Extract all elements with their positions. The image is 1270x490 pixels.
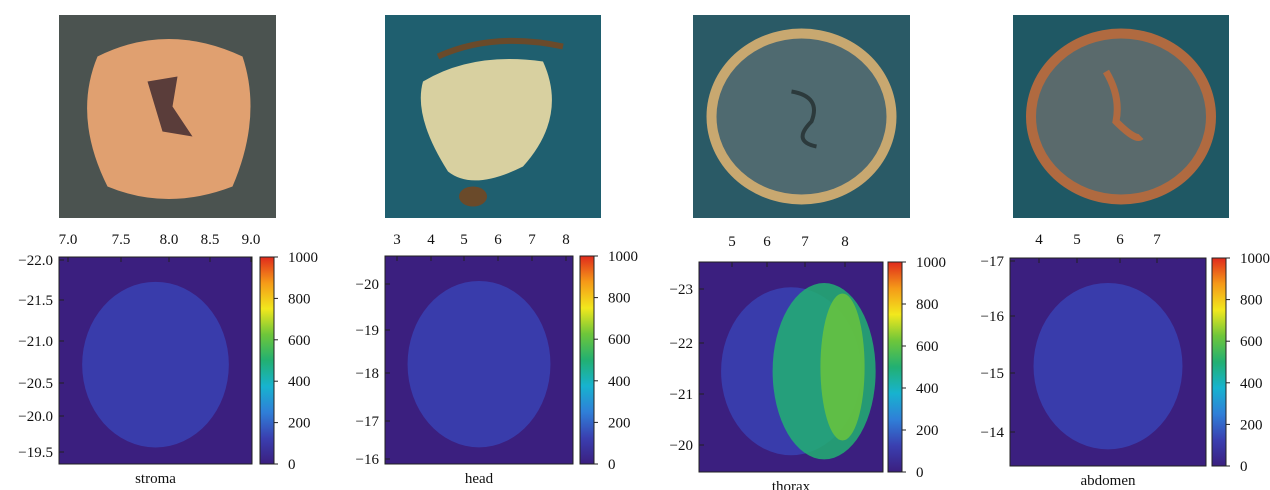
- colorbar-tick-label: 0: [288, 457, 296, 473]
- y-tick-label: −22: [670, 336, 693, 352]
- colorbar-tick-label: 1000: [288, 250, 318, 266]
- sample-photo-thorax: [693, 15, 910, 218]
- x-tick-label: 8.0: [160, 232, 179, 248]
- x-tick-label: 8.5: [201, 232, 220, 248]
- sample-mark: [791, 89, 817, 149]
- colorbar-tick-label: 400: [288, 374, 311, 390]
- heatmap-frame: [698, 261, 884, 473]
- y-tick-label: −20: [356, 277, 379, 293]
- x-tick-label: 7: [528, 232, 536, 248]
- y-tick-label: −21.5: [18, 293, 53, 309]
- x-tick-label: 6: [1116, 232, 1124, 248]
- heatmap-frame: [58, 256, 253, 465]
- y-tick-label: −21.0: [18, 334, 53, 350]
- x-tick-label: 7: [1153, 232, 1161, 248]
- heatmap-sample-region: [82, 281, 229, 448]
- colorbar-tick-label: 400: [916, 381, 939, 397]
- y-tick-label: −19: [356, 323, 379, 339]
- colorbar-tick-label: 600: [288, 333, 311, 349]
- colorbar-tick-label: 600: [1240, 334, 1263, 350]
- y-tick-label: −20.0: [18, 409, 53, 425]
- colorbar-tick-label: 400: [1240, 376, 1263, 392]
- x-axis-label: stroma: [135, 471, 176, 487]
- x-tick-label: 4: [427, 232, 435, 248]
- x-tick-label: 8: [841, 234, 849, 250]
- y-tick-label: −21: [670, 387, 693, 403]
- x-tick-label: 7: [801, 234, 809, 250]
- colorbar: [887, 261, 903, 473]
- sample-photo-abdomen: [1013, 15, 1229, 218]
- colorbar-tick-label: 800: [916, 297, 939, 313]
- colorbar-tick-label: 0: [916, 465, 924, 481]
- sample-shape: [1036, 38, 1206, 195]
- colorbar-tick-label: 0: [1240, 459, 1248, 475]
- heatmap-hot-edge: [820, 293, 865, 441]
- colorbar-tick-label: 200: [916, 423, 939, 439]
- y-tick-label: −16: [981, 309, 1005, 325]
- colorbar-tick-label: 200: [1240, 417, 1263, 433]
- sample-edge: [436, 37, 564, 60]
- colorbar: [579, 255, 595, 465]
- y-tick-label: −14: [981, 425, 1005, 441]
- y-tick-label: −20.5: [18, 376, 53, 392]
- colorbar-tick-label: 400: [608, 374, 631, 390]
- colorbar-tick-label: 0: [608, 457, 616, 473]
- colorbar-tick-label: 200: [288, 416, 311, 432]
- sample-photo-head: [385, 15, 601, 218]
- colorbar: [1211, 257, 1227, 467]
- colorbar-tick-label: 600: [916, 339, 939, 355]
- sample-gut: [1102, 69, 1144, 141]
- x-tick-label: 4: [1035, 232, 1043, 248]
- colorbar-tick-label: 1000: [916, 255, 946, 271]
- x-tick-label: 6: [494, 232, 502, 248]
- x-tick-label: 5: [1073, 232, 1081, 248]
- sample-edge-blob: [459, 186, 487, 207]
- x-axis-label: abdomen: [1081, 473, 1136, 489]
- y-tick-label: −16: [356, 452, 380, 468]
- colorbar: [259, 256, 275, 465]
- colorbar-tick-label: 800: [608, 291, 631, 307]
- y-tick-label: −17: [981, 254, 1005, 270]
- x-tick-label: 7.0: [59, 232, 78, 248]
- colorbar-tick-label: 1000: [608, 249, 638, 265]
- heatmap-sample-region: [407, 280, 551, 448]
- x-tick-label: 7.5: [112, 232, 131, 248]
- colorbar-tick-label: 200: [608, 415, 631, 431]
- heatmap-frame: [1009, 257, 1207, 467]
- sample-photo-stroma: [59, 15, 276, 218]
- x-tick-label: 8: [562, 232, 570, 248]
- heatmap-frame: [384, 255, 574, 465]
- sample-shape: [420, 59, 552, 181]
- x-tick-label: 9.0: [242, 232, 261, 248]
- x-tick-label: 3: [393, 232, 401, 248]
- sample-shape: [716, 38, 887, 195]
- x-tick-label: 6: [763, 234, 771, 250]
- colorbar-tick-label: 800: [1240, 293, 1263, 309]
- colorbar-tick-label: 1000: [1240, 251, 1270, 267]
- x-tick-label: 5: [728, 234, 736, 250]
- y-tick-label: −23: [670, 282, 693, 298]
- colorbar-tick-label: 600: [608, 332, 631, 348]
- colorbar-tick-label: 800: [288, 291, 311, 307]
- heatmap-sample-region: [1033, 282, 1183, 450]
- y-tick-label: −18: [356, 366, 379, 382]
- y-tick-label: −19.5: [18, 445, 53, 461]
- y-tick-label: −22.0: [18, 253, 53, 269]
- sample-void: [147, 76, 193, 137]
- x-tick-label: 5: [460, 232, 468, 248]
- x-axis-label: head: [465, 471, 494, 487]
- y-tick-label: −20: [670, 438, 693, 454]
- y-tick-label: −17: [356, 414, 380, 430]
- x-axis-label: thorax: [772, 479, 811, 490]
- y-tick-label: −15: [981, 366, 1004, 382]
